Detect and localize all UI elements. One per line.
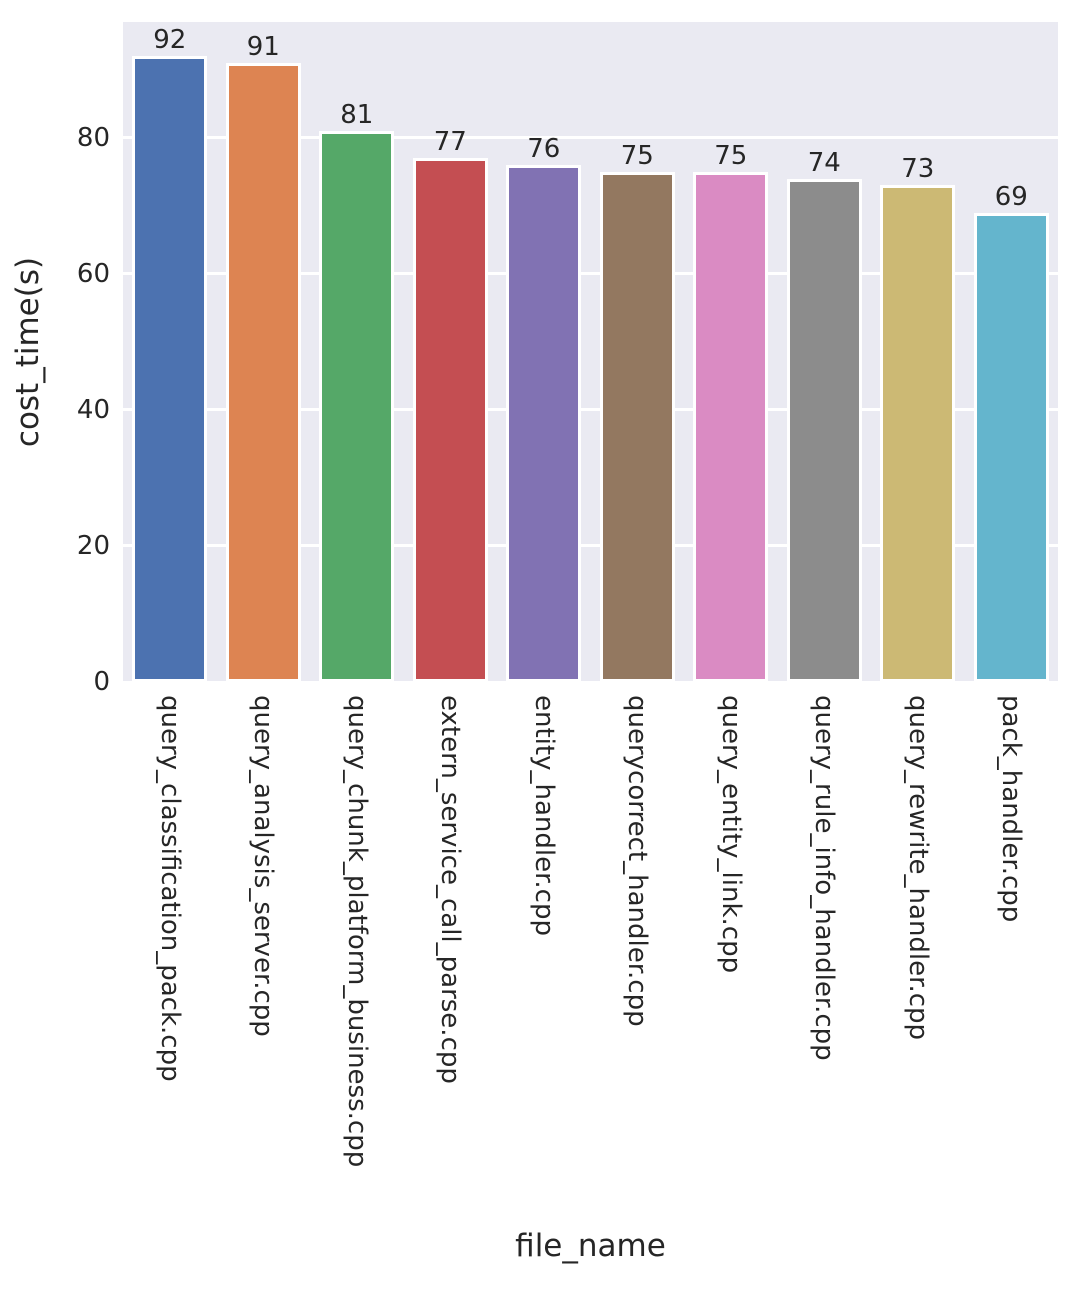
plot-area: 92 91 81 77 76 75 75 74 73 69 (123, 22, 1058, 684)
x-tick-label-7: query_rule_info_handler.cpp (809, 695, 840, 1061)
bar-7 (786, 178, 862, 682)
x-axis-label: file_name (515, 1228, 666, 1264)
bar-8 (880, 185, 956, 682)
x-tick-label-9: pack_handler.cpp (996, 695, 1027, 923)
x-tick-label-6: query_entity_link.cpp (715, 695, 746, 974)
bar-value-label-1: 91 (246, 31, 280, 62)
y-tick-label-0: 0 (93, 667, 110, 697)
x-tick-label-1: query_analysis_server.cpp (248, 695, 279, 1037)
bar-4 (506, 164, 582, 682)
y-tick-label-40: 40 (76, 394, 110, 425)
x-tick-label-4: entity_handler.cpp (528, 695, 559, 936)
bar-value-label-4: 76 (527, 133, 561, 164)
bar-3 (412, 158, 488, 682)
bar-value-label-5: 75 (620, 140, 654, 171)
bar-value-label-7: 74 (807, 147, 841, 178)
bar-value-label-3: 77 (433, 127, 467, 158)
bar-0 (132, 56, 208, 682)
bar-6 (693, 171, 769, 682)
gridline-y20 (123, 544, 1058, 548)
gridline-y0 (123, 680, 1058, 684)
bar-2 (319, 130, 395, 682)
bar-1 (225, 62, 301, 682)
y-tick-label-60: 60 (76, 258, 110, 289)
x-tick-label-5: querycorrect_handler.cpp (622, 695, 653, 1027)
x-tick-label-8: query_rewrite_handler.cpp (902, 695, 933, 1041)
bar-value-label-0: 92 (153, 25, 187, 56)
y-tick-label-20: 20 (76, 530, 110, 561)
y-tick-label-80: 80 (76, 122, 110, 153)
bar-value-label-2: 81 (340, 99, 374, 130)
bar-value-label-8: 73 (901, 154, 935, 185)
bar-value-label-9: 69 (994, 181, 1028, 212)
bar-value-label-6: 75 (714, 140, 748, 171)
bar-9 (973, 212, 1049, 682)
gridline-y40 (123, 408, 1058, 412)
gridline-y60 (123, 272, 1058, 276)
bar-5 (599, 171, 675, 682)
x-tick-label-0: query_classification_pack.cpp (154, 695, 185, 1082)
gridline-y80 (123, 136, 1058, 140)
x-tick-label-3: extern_service_call_parse.cpp (435, 695, 466, 1084)
x-tick-label-2: query_chunk_platform_business.cpp (341, 695, 372, 1168)
